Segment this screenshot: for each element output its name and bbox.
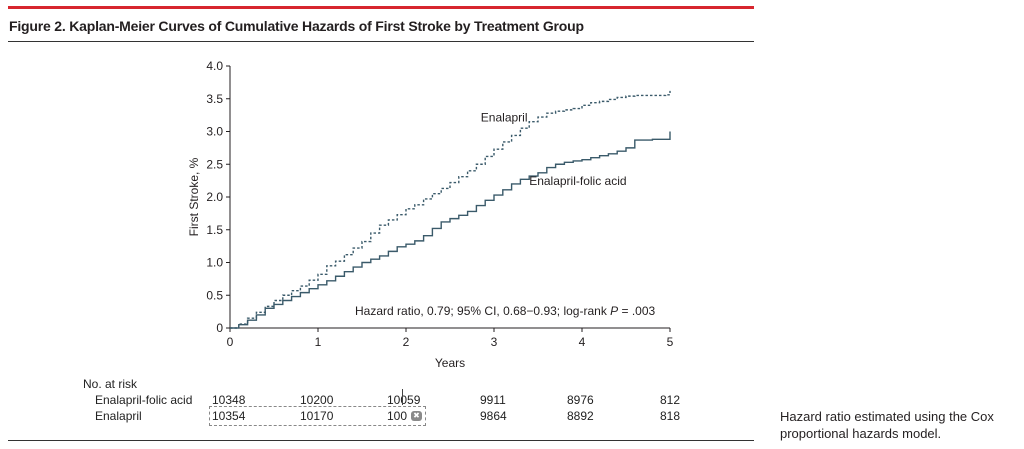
risk-value: 8976 — [567, 393, 594, 407]
accent-bar — [8, 6, 754, 9]
text-cursor — [402, 389, 403, 405]
y-axis-label: First Stroke, % — [187, 157, 201, 236]
risk-value: 10200 — [300, 393, 334, 407]
risk-value: 8892 — [567, 409, 594, 423]
risk-value: 818 — [660, 409, 681, 423]
x-tick-label: 3 — [491, 335, 498, 349]
risk-value: 10354 — [212, 409, 246, 423]
series-line-enalapril — [230, 90, 671, 329]
x-axis-label: Years — [435, 356, 465, 370]
series-labels: Enalapril Enalapril-folic acid — [481, 111, 627, 189]
y-tick-label: 3.0 — [206, 125, 223, 139]
risk-value: 9911 — [480, 393, 506, 407]
risk-table-header: No. at risk — [83, 377, 138, 391]
footnote: Hazard ratio estimated using the Cox pro… — [780, 409, 994, 441]
x-tick-label: 0 — [227, 335, 234, 349]
y-ticks: 0 0.5 1.0 1.5 2.0 2.5 3.0 3.5 4.0 — [206, 59, 230, 335]
risk-value: 812 — [660, 393, 681, 407]
risk-row-label: Enalapril-folic acid — [95, 393, 193, 407]
selection-box[interactable] — [209, 406, 426, 426]
hazard-ratio-annotation: Hazard ratio, 0.79; 95% CI, 0.68−0.93; l… — [355, 304, 656, 318]
risk-value: 10059 — [387, 393, 421, 407]
y-tick-label: 4.0 — [206, 59, 223, 73]
y-tick-label: 0 — [216, 321, 223, 335]
x-ticks: 0 1 2 3 4 5 — [227, 328, 674, 349]
risk-value: 100 — [387, 409, 408, 423]
y-tick-label: 1.0 — [206, 256, 223, 270]
risk-value: 9864 — [480, 409, 507, 423]
series-label: Enalapril — [481, 111, 528, 125]
selection-handle-icon[interactable]: ✖ — [411, 411, 422, 421]
risk-row-label: Enalapril — [95, 409, 142, 423]
y-tick-label: 2.5 — [206, 157, 223, 171]
x-tick-label: 2 — [403, 335, 410, 349]
bottom-rule — [8, 440, 754, 441]
series-line-enalapril-folic-acid — [230, 131, 671, 329]
y-tick-label: 3.5 — [206, 92, 223, 106]
series-lines — [230, 90, 671, 329]
risk-value: 10170 — [300, 409, 334, 423]
series-label: Enalapril-folic acid — [529, 174, 626, 188]
figure-title: Figure 2. Kaplan-Meier Curves of Cumulat… — [9, 18, 584, 34]
x-tick-label: 4 — [579, 335, 586, 349]
risk-value: 10348 — [212, 393, 246, 407]
title-rule — [8, 41, 754, 42]
x-tick-label: 1 — [315, 335, 322, 349]
y-tick-label: 1.5 — [206, 223, 223, 237]
y-tick-label: 2.0 — [206, 190, 223, 204]
y-tick-label: 0.5 — [206, 288, 223, 302]
x-tick-label: 5 — [667, 335, 674, 349]
